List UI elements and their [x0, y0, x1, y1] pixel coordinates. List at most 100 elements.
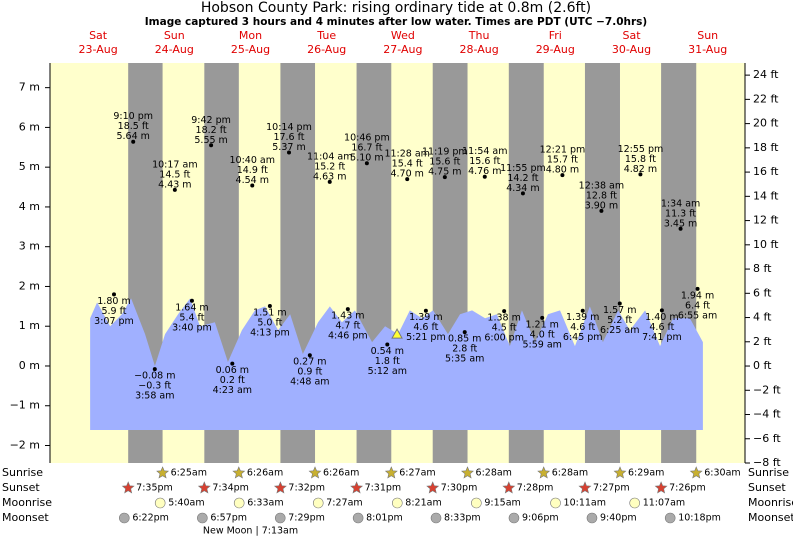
tide-extreme [520, 191, 525, 196]
extreme-label: 5.64 m [116, 131, 149, 142]
tide-extreme [423, 308, 428, 313]
extreme-label: 14.5 ft [159, 169, 190, 180]
sunset-time: 7:26pm [669, 483, 706, 494]
extreme-label: 5.10 m [350, 153, 383, 164]
sunrise-time: 6:25am [171, 468, 207, 479]
tide-extreme [250, 183, 255, 188]
day-name: Sat [89, 29, 108, 42]
moon-phase: New Moon | 7:13am [203, 526, 298, 537]
extreme-label: 6:25 am [600, 325, 639, 336]
tide-extreme [678, 226, 683, 231]
extreme-label: 5:12 am [368, 366, 407, 377]
extreme-label: 5.4 ft [179, 312, 204, 323]
icon [308, 466, 322, 479]
extreme-label: 3:40 pm [172, 322, 212, 333]
tide-extreme [364, 161, 369, 166]
moonset-time: 8:33pm [444, 513, 481, 524]
extreme-label: 4:48 am [290, 377, 329, 388]
extreme-label: −0.3 ft [138, 381, 171, 392]
y2-tick-label: −2 ft [753, 383, 781, 396]
icon [550, 497, 561, 509]
extreme-label: 6:55 am [678, 310, 717, 321]
y-tick-label: 2 m [19, 279, 40, 292]
icon [384, 466, 398, 479]
extreme-label: −0.08 m [134, 371, 175, 382]
icon [274, 512, 286, 524]
tide-extreme [286, 150, 291, 155]
extreme-label: 4.7 ft [335, 321, 360, 332]
extreme-label: 15.4 ft [392, 159, 423, 170]
extreme-label: 15.6 ft [469, 156, 500, 167]
extreme-label: 6:45 pm [563, 332, 603, 343]
sunrise-time: 6:26am [323, 468, 359, 479]
tide-extreme [209, 143, 214, 148]
extreme-label: 15.6 ft [429, 157, 460, 168]
sunset-time: 7:35pm [136, 483, 173, 494]
extreme-label: 5:59 am [522, 339, 561, 350]
icon [508, 512, 520, 524]
extreme-label: 0.54 m [371, 346, 404, 357]
extreme-label: 4:23 am [213, 385, 252, 396]
extreme-label: 0.06 m [216, 365, 249, 376]
sunset-time: 7:27pm [593, 483, 630, 494]
y2-tick-label: 8 ft [753, 262, 772, 275]
extreme-label: 11:54 am [462, 146, 507, 157]
y2-tick-label: 10 ft [753, 238, 779, 251]
extreme-label: 6:00 pm [484, 333, 524, 344]
extreme-label: 1.51 m [253, 307, 286, 318]
tide-extreme [385, 342, 390, 347]
tide-extreme [540, 315, 545, 320]
extreme-label: 14.2 ft [507, 173, 538, 184]
extreme-label: 1.38 m [487, 313, 520, 324]
y2-tick-label: 16 ft [753, 165, 779, 178]
extreme-label: 4.0 ft [530, 329, 555, 340]
y-tick-label: 4 m [19, 200, 40, 213]
day-name: Fri [549, 29, 562, 42]
extreme-label: 1.8 ft [375, 356, 400, 367]
tide-extreme [442, 175, 447, 180]
row-label: Sunset [2, 481, 40, 494]
extreme-label: 11:28 am [384, 149, 429, 160]
extreme-label: 15.2 ft [314, 161, 345, 172]
extreme-label: 0.27 m [293, 357, 326, 368]
y-tick-label: 5 m [19, 160, 40, 173]
extreme-label: 18.2 ft [196, 125, 227, 136]
tide-extreme [599, 208, 604, 213]
extreme-label: 1.80 m [97, 296, 130, 307]
icon [197, 481, 211, 494]
extreme-label: 10:40 am [230, 155, 275, 166]
day-date: 25-Aug [231, 43, 270, 56]
extreme-label: 1.43 m [331, 311, 364, 322]
y2-tick-label: 14 ft [753, 189, 779, 202]
extreme-label: 12:21 pm [540, 145, 586, 156]
y-tick-label: 1 m [19, 319, 40, 332]
row-label: Moonrise [748, 496, 793, 509]
tide-extreme [131, 139, 136, 144]
icon [502, 481, 516, 494]
icon [471, 497, 482, 509]
moonrise-time: 10:11am [564, 498, 606, 509]
sunset-time: 7:30pm [441, 483, 478, 494]
tide-extreme [560, 173, 565, 178]
icon [350, 481, 364, 494]
y-tick-label: 6 m [19, 120, 40, 133]
moonrise-time: 11:07am [643, 498, 685, 509]
extreme-label: 2.8 ft [452, 344, 477, 355]
moonset-time: 6:22pm [132, 513, 169, 524]
day-date: 23-Aug [78, 43, 117, 56]
tide-extreme [327, 179, 332, 184]
icon [654, 481, 668, 494]
icon [233, 497, 245, 509]
tide-extreme [267, 303, 272, 308]
extreme-label: 12:38 am [579, 180, 624, 191]
day-date: 29-Aug [536, 43, 575, 56]
tide-extreme [695, 286, 700, 291]
extreme-label: 0.9 ft [297, 367, 322, 378]
y-tick-label: 7 m [19, 81, 40, 94]
row-label: Sunrise [2, 466, 43, 479]
moonset-time: 6:57pm [210, 513, 247, 524]
day-date: 26-Aug [307, 43, 346, 56]
moonset-time: 9:40pm [600, 513, 637, 524]
tide-extreme [462, 330, 467, 335]
extreme-label: 4.75 m [428, 167, 461, 178]
